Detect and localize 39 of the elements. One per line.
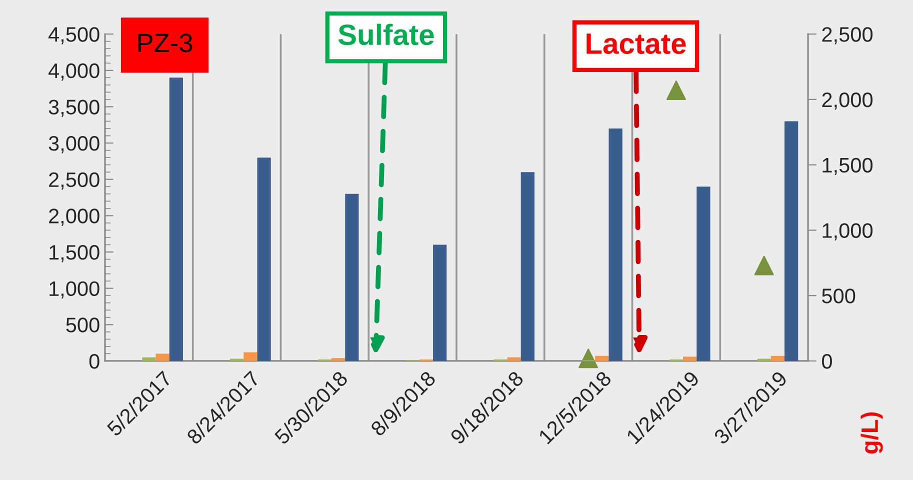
bar (770, 356, 784, 361)
bar (696, 186, 710, 361)
y-tick-label: 4,000 (48, 63, 100, 81)
bar (608, 128, 622, 361)
bar (595, 356, 609, 361)
y-tick-label: 3,000 (48, 136, 100, 154)
point (578, 348, 598, 368)
y2-axis-title: g/L) (860, 412, 883, 454)
bar (520, 172, 534, 361)
annotation: Sulfate (338, 24, 434, 46)
annotation: PZ-3 (138, 34, 192, 52)
y2-tick-label: 1,000 (822, 223, 873, 240)
point (666, 80, 686, 100)
annotation: Lactate (586, 34, 686, 54)
bar (169, 78, 183, 361)
bar (156, 354, 170, 361)
bar (142, 357, 156, 361)
y-tick-label: 2,500 (49, 172, 100, 190)
y2-tick-label: 2,000 (822, 92, 873, 110)
y2-tick-label: 2,500 (822, 27, 873, 44)
point (754, 256, 774, 276)
y2-tick-label: 500 (822, 288, 856, 304)
y2-tick-label: 0 (822, 354, 832, 369)
bar (683, 356, 697, 361)
bar (244, 352, 258, 361)
bar (331, 358, 346, 361)
y-tick-label: 500 (66, 318, 100, 332)
bar (507, 357, 521, 361)
bar (432, 244, 447, 361)
bar (257, 158, 271, 361)
y-tick-label: 1,000 (50, 281, 100, 299)
y-tick-label: 4,500 (48, 27, 100, 44)
y-tick-label: 0 (89, 354, 100, 369)
y-tick-label: 3,500 (48, 100, 100, 117)
y2-tick-label: 1,500 (822, 158, 873, 176)
y-tick-label: 1,500 (50, 245, 100, 262)
bar (784, 121, 798, 361)
bar (345, 194, 359, 361)
y-tick-label: 2,000 (49, 208, 100, 226)
